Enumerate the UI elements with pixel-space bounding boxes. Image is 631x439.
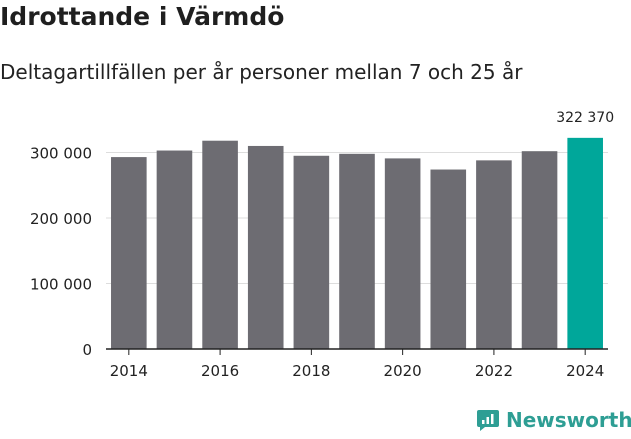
chart-title: Idrottande i Värmdö bbox=[0, 2, 285, 31]
data-label: 322 370 bbox=[556, 110, 614, 126]
x-tick-label: 2020 bbox=[384, 362, 422, 380]
brand-name: Newsworthy bbox=[506, 408, 631, 432]
bar-2014 bbox=[111, 157, 147, 349]
x-tick-label: 2014 bbox=[110, 362, 148, 380]
bar-2020 bbox=[384, 158, 421, 349]
y-tick-label: 300 000 bbox=[30, 145, 92, 163]
x-tick-label: 2022 bbox=[475, 362, 513, 380]
x-tick-label: 2018 bbox=[292, 362, 330, 380]
bar-2022 bbox=[476, 160, 512, 349]
bar-2023 bbox=[521, 151, 558, 349]
bar-2015 bbox=[156, 150, 193, 349]
newsworthy-logo-icon bbox=[477, 410, 499, 431]
bar-2018 bbox=[293, 155, 330, 349]
bar-2017 bbox=[247, 145, 284, 349]
x-tick-label: 2024 bbox=[566, 362, 604, 380]
bar-2016 bbox=[202, 140, 238, 349]
chart-subtitle: Deltagartillfällen per år personer mella… bbox=[0, 60, 523, 84]
bar-2019 bbox=[339, 153, 375, 349]
bar-2024 bbox=[567, 137, 603, 349]
bar-2021 bbox=[430, 169, 467, 349]
x-tick-label: 2016 bbox=[201, 362, 239, 380]
y-tick-label: 0 bbox=[82, 341, 92, 359]
brand: Newsworthy bbox=[476, 408, 631, 432]
y-tick-label: 200 000 bbox=[30, 210, 92, 228]
y-tick-label: 100 000 bbox=[30, 276, 92, 294]
